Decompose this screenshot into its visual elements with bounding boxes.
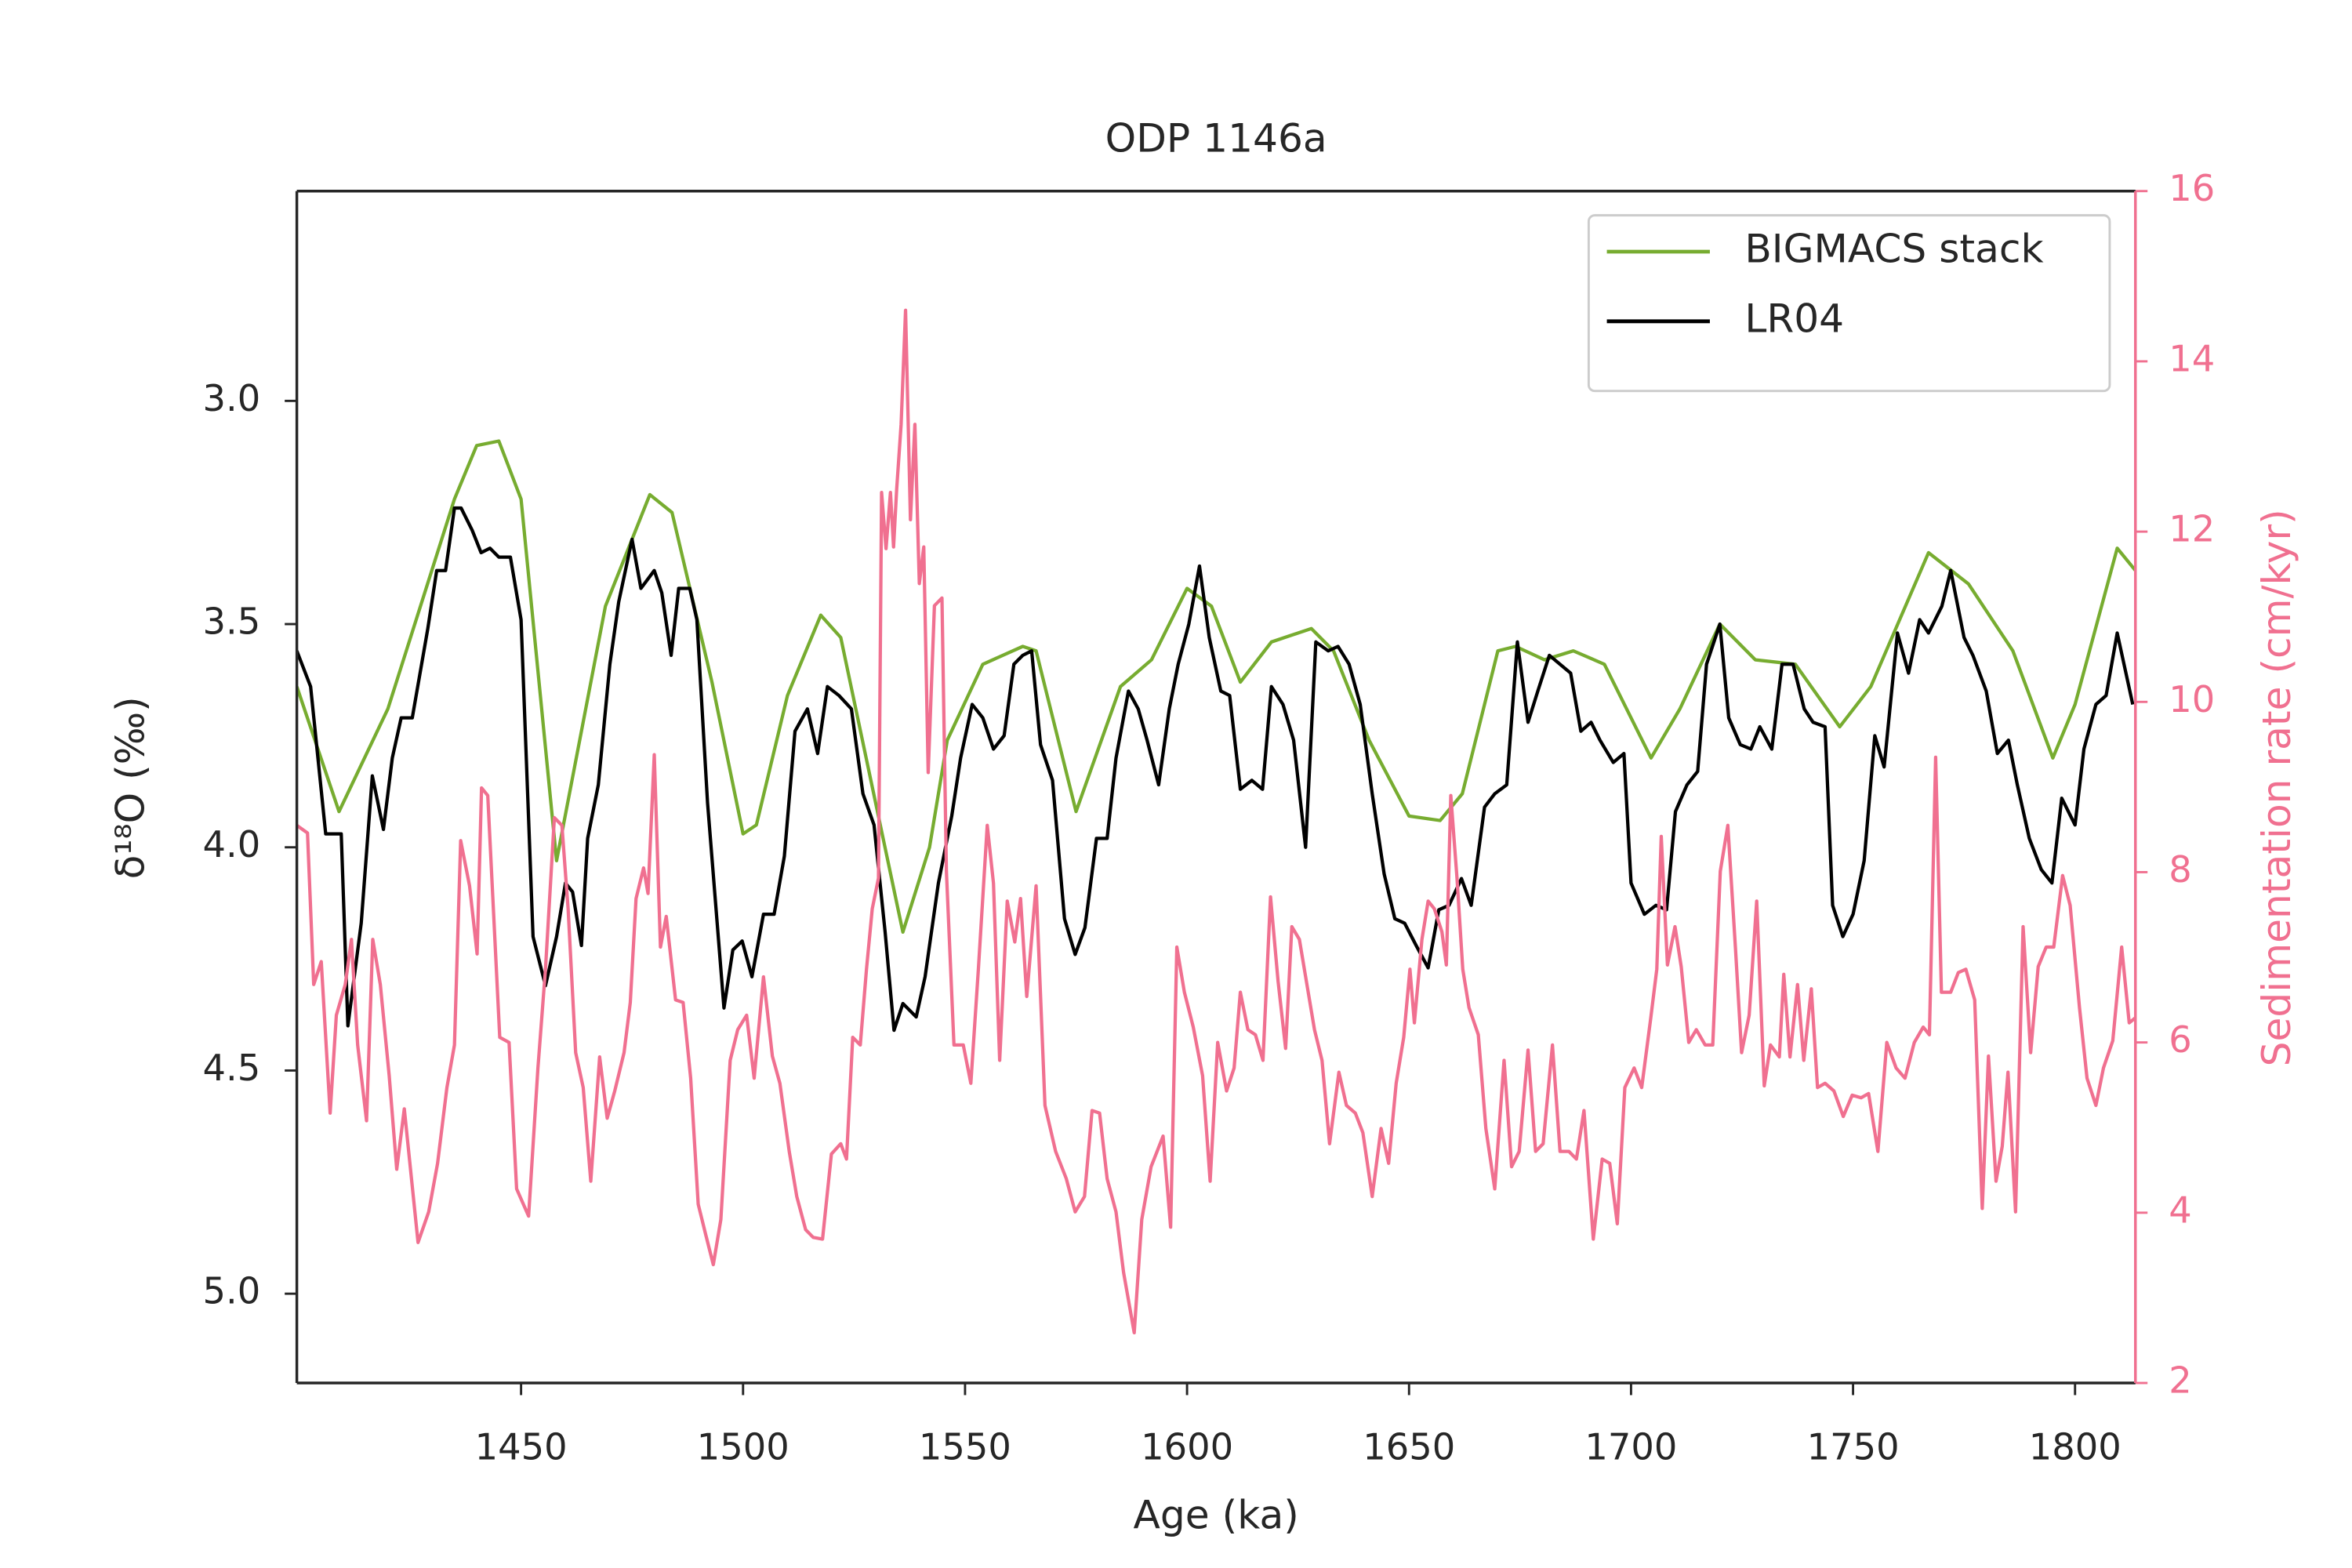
chart-title: ODP 1146a [1105, 114, 1327, 161]
x-tick-label: 1650 [1363, 1426, 1455, 1468]
legend-label: BIGMACS stack [1744, 225, 2043, 271]
data-line [296, 308, 2136, 1335]
x-tick-label: 1700 [1584, 1426, 1677, 1468]
x-tick-label: 1500 [697, 1426, 789, 1468]
x-tick-label: 1800 [2029, 1426, 2122, 1468]
y-tick-label: 3.5 [203, 601, 261, 643]
data-line [296, 506, 2135, 1033]
y-tick-label: 5.0 [203, 1270, 261, 1312]
x-tick-label: 1750 [1807, 1426, 1900, 1468]
y2-tick-label: 6 [2169, 1018, 2192, 1061]
y-tick-label: 4.0 [203, 823, 261, 866]
y2-axis-label: Sedimentation rate (cm/kyr) [2253, 509, 2299, 1066]
y2-tick-label: 10 [2169, 678, 2215, 720]
y2-tick-label: 14 [2169, 337, 2215, 379]
y2-tick-label: 12 [2169, 508, 2215, 550]
y2-tick-label: 16 [2169, 167, 2215, 209]
x-tick-label: 1450 [475, 1426, 568, 1468]
y-axis-label: δ¹⁸O (‰) [107, 696, 153, 879]
y2-tick-label: 4 [2169, 1189, 2192, 1231]
plot-area [296, 308, 2136, 1335]
x-axis-label: Age (ka) [1134, 1491, 1299, 1537]
y-tick-label: 3.0 [203, 377, 261, 419]
y2-tick-label: 2 [2169, 1359, 2192, 1402]
x-tick-label: 1550 [919, 1426, 1011, 1468]
legend-box [1587, 214, 2111, 393]
y2-tick-label: 8 [2169, 848, 2192, 891]
x-tick-label: 1600 [1141, 1426, 1233, 1468]
legend-label: LR04 [1744, 295, 1844, 341]
y-tick-label: 4.5 [203, 1047, 261, 1089]
